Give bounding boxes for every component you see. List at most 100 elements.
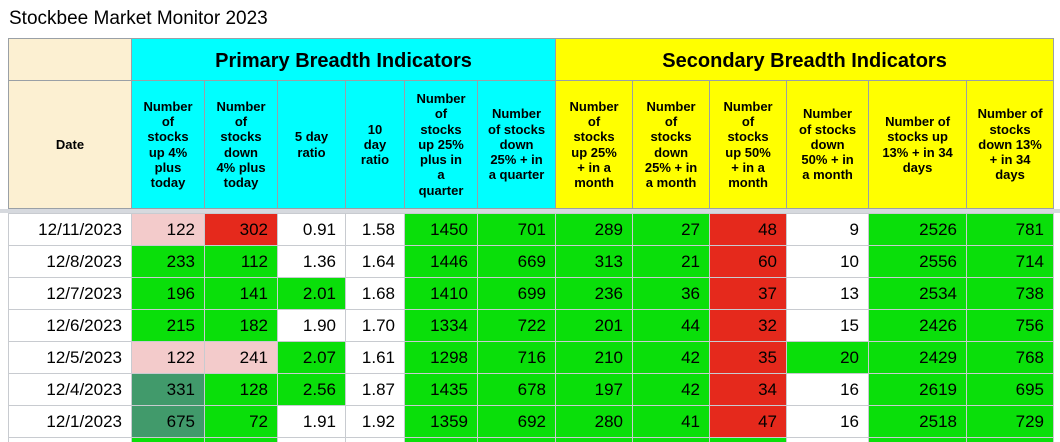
data-cell-down50m[interactable]: 16 [786,373,869,406]
column-header-up13_34[interactable]: Number of stocks up 13% + in 34 days [868,80,968,209]
data-cell-up4[interactable]: 675 [131,405,205,438]
data-cell-up13_34[interactable]: 2426 [868,309,967,342]
data-cell-up25q[interactable]: 1410 [404,277,478,310]
data-cell-ratio5[interactable]: 1.90 [277,309,346,342]
data-cell-up25m[interactable]: 201 [555,309,633,342]
data-cell-up50m[interactable]: 34 [709,373,787,406]
data-cell-up13_34[interactable]: 2518 [868,405,967,438]
date-cell[interactable]: 12/1/2023 [8,405,132,438]
column-header-ratio10[interactable]: 10 day ratio [345,80,405,209]
data-cell-down25q[interactable]: 699 [477,277,556,310]
data-cell-down4[interactable]: 112 [204,245,278,278]
data-cell-down50m[interactable]: 16 [786,405,869,438]
column-header-down4[interactable]: Number of stocks down 4% plus today [204,80,278,209]
data-cell-ratio10[interactable]: 1.58 [345,213,405,246]
data-cell-up25q[interactable]: 1359 [404,405,478,438]
data-cell-up13_34[interactable]: 2526 [868,213,967,246]
data-cell-down25m[interactable]: 27 [632,213,710,246]
data-cell-up25q[interactable]: 1435 [404,373,478,406]
data-cell-up25q[interactable]: 1298 [404,341,478,374]
data-cell-up13_34[interactable]: 2619 [868,373,967,406]
data-cell-down25m[interactable]: 44 [632,309,710,342]
data-cell-down13_34[interactable]: 738 [966,277,1054,310]
data-cell-down25q[interactable]: 701 [477,213,556,246]
data-cell-up4[interactable]: 196 [131,277,205,310]
column-header-up25m[interactable]: Number of stocks up 25% + in a month [555,80,634,209]
data-cell-down25q[interactable]: 722 [477,309,556,342]
data-cell-up50m[interactable]: 47 [709,405,787,438]
data-cell-up4[interactable]: 331 [131,373,205,406]
data-cell-ratio5[interactable]: 2.07 [277,341,346,374]
data-cell-ratio5[interactable]: 2.01 [277,277,346,310]
data-cell-up4[interactable]: 215 [131,309,205,342]
data-cell-down50m[interactable]: 10 [786,245,869,278]
data-cell-down50m[interactable]: 9 [786,213,869,246]
data-cell-ratio10[interactable]: 1.87 [345,373,405,406]
data-cell-down13_34[interactable]: 768 [966,341,1054,374]
data-cell-ratio10[interactable]: 1.92 [345,405,405,438]
data-cell-down25m[interactable]: 42 [632,373,710,406]
data-cell-up25m[interactable]: 236 [555,277,633,310]
data-cell-down50m[interactable]: 15 [786,309,869,342]
date-cell[interactable]: 12/8/2023 [8,245,132,278]
column-header-ratio5[interactable]: 5 day ratio [277,80,346,209]
data-cell-up50m[interactable]: 32 [709,309,787,342]
data-cell-ratio10[interactable]: 1.70 [345,309,405,342]
data-cell-down4[interactable]: 241 [204,341,278,374]
data-cell-down25q[interactable]: 669 [477,245,556,278]
data-cell-up25q[interactable]: 1450 [404,213,478,246]
data-cell-up25m[interactable]: 289 [555,213,633,246]
data-cell-down13_34[interactable]: 714 [966,245,1054,278]
column-header-down25q[interactable]: Number of stocks down 25% + in a quarter [476,80,557,209]
date-cell[interactable]: 12/11/2023 [8,213,132,246]
data-cell-down4[interactable]: 141 [204,277,278,310]
data-cell-down4[interactable]: 128 [204,373,278,406]
column-header-down50m[interactable]: Number of stocks down 50% + in a month [786,80,870,209]
primary-group-header[interactable]: Primary Breadth Indicators [130,38,557,81]
data-cell-down25q[interactable]: 678 [477,373,556,406]
data-cell-ratio5[interactable]: 1.91 [277,405,346,438]
data-cell-up25m[interactable]: 210 [555,341,633,374]
data-cell-up50m[interactable]: 48 [709,213,787,246]
data-cell-up4[interactable]: 122 [131,341,205,374]
data-cell-down25m[interactable]: 41 [632,405,710,438]
date-cell[interactable]: 12/4/2023 [8,373,132,406]
column-header-up4[interactable]: Number of stocks up 4% plus today [131,80,205,209]
column-header-up25q[interactable]: Number of stocks up 25% plus in a quarte… [404,80,478,209]
page-title[interactable]: Stockbee Market Monitor 2023 [9,8,268,29]
data-cell-down25q[interactable]: 716 [477,341,556,374]
date-cell[interactable]: 12/6/2023 [8,309,132,342]
date-cell[interactable]: 12/5/2023 [8,341,132,374]
data-cell-down25m[interactable]: 42 [632,341,710,374]
data-cell-down13_34[interactable]: 781 [966,213,1054,246]
data-cell-ratio5[interactable]: 2.56 [277,373,346,406]
data-cell-up13_34[interactable]: 2534 [868,277,967,310]
column-header-date[interactable]: Date [8,80,132,209]
data-cell-up25q[interactable]: 1334 [404,309,478,342]
data-cell-up25q[interactable]: 1446 [404,245,478,278]
data-cell-down4[interactable]: 302 [204,213,278,246]
data-cell-down13_34[interactable]: 695 [966,373,1054,406]
column-header-up50m[interactable]: Number of stocks up 50% + in a month [709,80,788,209]
data-cell-down50m[interactable]: 13 [786,277,869,310]
column-header-down13_34[interactable]: Number of stocks down 13% + in 34 days [966,80,1055,209]
data-cell-down13_34[interactable]: 729 [966,405,1054,438]
data-cell-up4[interactable]: 122 [131,213,205,246]
data-cell-up13_34[interactable]: 2429 [868,341,967,374]
data-cell-ratio5[interactable]: 0.91 [277,213,346,246]
data-cell-ratio10[interactable]: 1.68 [345,277,405,310]
data-cell-ratio10[interactable]: 1.64 [345,245,405,278]
data-cell-up13_34[interactable]: 2556 [868,245,967,278]
data-cell-down4[interactable]: 72 [204,405,278,438]
data-cell-ratio5[interactable]: 1.36 [277,245,346,278]
data-cell-down25m[interactable]: 36 [632,277,710,310]
data-cell-up25m[interactable]: 313 [555,245,633,278]
date-cell[interactable]: 12/7/2023 [8,277,132,310]
data-cell-up4[interactable]: 233 [131,245,205,278]
data-cell-down13_34[interactable]: 756 [966,309,1054,342]
data-cell-down25m[interactable]: 21 [632,245,710,278]
corner-cell[interactable] [8,38,132,81]
data-cell-up50m[interactable]: 35 [709,341,787,374]
data-cell-down50m[interactable]: 20 [786,341,869,374]
data-cell-down4[interactable]: 182 [204,309,278,342]
